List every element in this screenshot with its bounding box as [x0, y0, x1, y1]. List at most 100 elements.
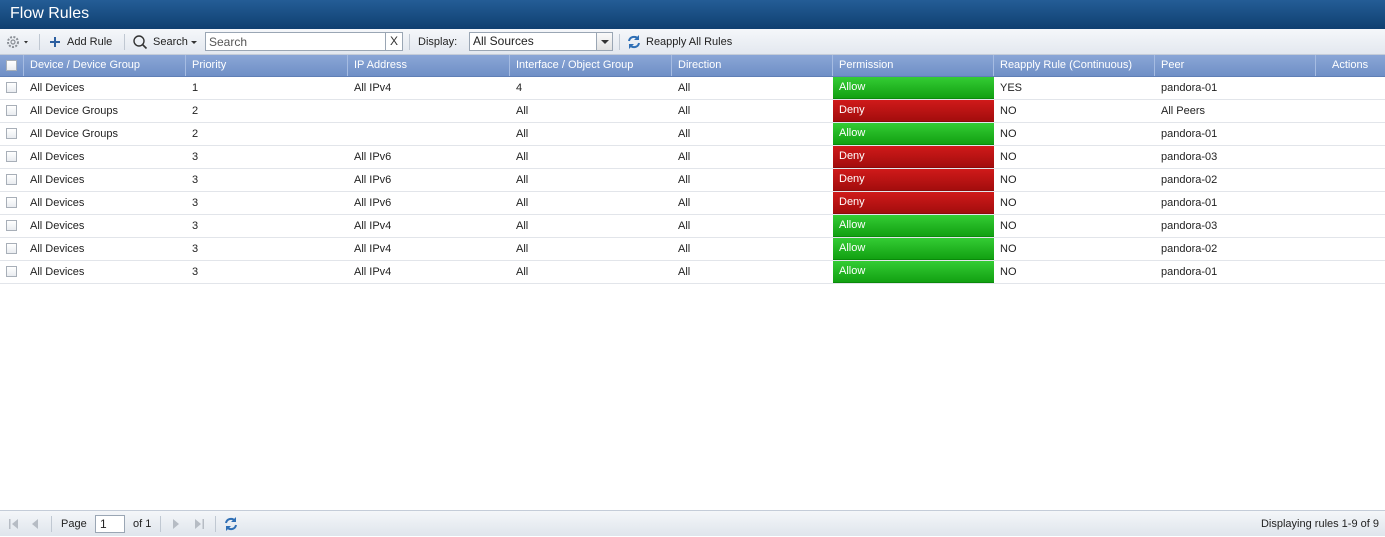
peer-cell: pandora-03 [1161, 151, 1218, 163]
table-row[interactable]: All Devices 3 All IPv4 All All Allow NO … [0, 238, 1385, 261]
column-header-interface[interactable]: Interface / Object Group [510, 55, 672, 76]
row-checkbox[interactable] [6, 174, 17, 185]
rules-table-body: All Devices 1 All IPv4 4 All Allow YES p… [0, 77, 1385, 284]
search-input[interactable] [206, 33, 392, 50]
column-header-reapply[interactable]: Reapply Rule (Continuous) [994, 55, 1155, 76]
toolbar-divider [215, 516, 216, 532]
device-cell: All Devices [30, 151, 85, 163]
direction-cell: All [678, 105, 691, 117]
ip-address-cell: All IPv6 [354, 151, 392, 163]
next-page-button[interactable] [171, 511, 181, 537]
permission-allow-badge: Allow [833, 238, 994, 260]
ip-address-cell: All IPv4 [354, 82, 392, 94]
interface-cell: 4 [516, 82, 523, 94]
peer-cell: pandora-03 [1161, 220, 1218, 232]
column-header-peer[interactable]: Peer [1155, 55, 1316, 76]
interface-cell: All [516, 197, 529, 209]
ip-address-cell: All IPv6 [354, 197, 392, 209]
table-row[interactable]: All Device Groups 2 All All Allow NO pan… [0, 123, 1385, 146]
column-header-priority[interactable]: Priority [186, 55, 348, 76]
row-checkbox[interactable] [6, 82, 17, 93]
table-header: Device / Device Group Priority IP Addres… [0, 55, 1385, 77]
column-header-direction[interactable]: Direction [672, 55, 833, 76]
ip-address-cell: All IPv4 [354, 266, 392, 278]
reapply-cell: NO [1000, 197, 1017, 209]
device-cell: All Device Groups [30, 105, 119, 117]
reapply-cell: NO [1000, 105, 1017, 117]
device-cell: All Devices [30, 174, 85, 186]
select-all-checkbox[interactable] [6, 60, 17, 71]
permission-allow-badge: Allow [833, 77, 994, 99]
row-checkbox[interactable] [6, 197, 17, 208]
direction-cell: All [678, 243, 691, 255]
row-checkbox[interactable] [6, 105, 17, 116]
first-page-icon [9, 519, 18, 529]
first-page-button[interactable] [8, 511, 20, 537]
priority-cell: 3 [192, 151, 199, 163]
table-row[interactable]: All Devices 1 All IPv4 4 All Allow YES p… [0, 77, 1385, 100]
priority-cell: 3 [192, 266, 199, 278]
last-page-button[interactable] [193, 511, 205, 537]
interface-cell: All [516, 128, 529, 140]
permission-allow-badge: Allow [833, 261, 994, 283]
reapply-all-rules-label: Reapply All Rules [646, 36, 733, 48]
permission-deny-badge: Deny [833, 169, 994, 191]
priority-cell: 3 [192, 243, 199, 255]
column-header-ip-address[interactable]: IP Address [348, 55, 510, 76]
refresh-button[interactable] [223, 511, 239, 537]
page-number-input[interactable]: 1 [95, 515, 125, 533]
pagination-toolbar: Page 1 of 1 Displaying rules 1-9 of 9 [0, 510, 1385, 536]
previous-page-icon [32, 519, 38, 529]
direction-cell: All [678, 197, 691, 209]
row-checkbox[interactable] [6, 128, 17, 139]
peer-cell: pandora-02 [1161, 174, 1218, 186]
search-clear-button[interactable]: X [385, 33, 402, 50]
table-row[interactable]: All Devices 3 All IPv6 All All Deny NO p… [0, 146, 1385, 169]
permission-deny-badge: Deny [833, 146, 994, 168]
toolbar-divider [39, 34, 40, 50]
reapply-cell: NO [1000, 266, 1017, 278]
device-cell: All Devices [30, 197, 85, 209]
add-rule-label: Add Rule [67, 36, 113, 48]
reapply-cell: NO [1000, 128, 1017, 140]
magnifier-icon [132, 29, 148, 55]
table-row[interactable]: All Devices 3 All IPv4 All All Allow NO … [0, 261, 1385, 284]
next-page-icon [173, 519, 179, 529]
peer-cell: pandora-01 [1161, 128, 1218, 140]
peer-cell: pandora-01 [1161, 82, 1218, 94]
row-checkbox[interactable] [6, 243, 17, 254]
column-header-permission[interactable]: Permission [833, 55, 994, 76]
reapply-cell: NO [1000, 151, 1017, 163]
device-cell: All Devices [30, 220, 85, 232]
interface-cell: All [516, 151, 529, 163]
interface-cell: All [516, 243, 529, 255]
previous-page-button[interactable] [30, 511, 40, 537]
toolbar-divider [51, 516, 52, 532]
row-checkbox[interactable] [6, 151, 17, 162]
peer-cell: pandora-01 [1161, 197, 1218, 209]
peer-cell: pandora-01 [1161, 266, 1218, 278]
settings-menu-button[interactable] [5, 29, 31, 55]
chevron-down-icon [191, 29, 199, 55]
ip-address-cell [348, 100, 354, 122]
permission-allow-badge: Allow [833, 123, 994, 145]
last-page-icon [195, 519, 204, 529]
table-row[interactable]: All Devices 3 All IPv6 All All Deny NO p… [0, 192, 1385, 215]
priority-cell: 2 [192, 128, 199, 140]
gear-icon [7, 36, 28, 48]
search-menu-label: Search [153, 36, 188, 48]
row-checkbox[interactable] [6, 266, 17, 277]
column-header-device[interactable]: Device / Device Group [24, 55, 186, 76]
toolbar-divider [619, 34, 620, 50]
device-cell: All Devices [30, 266, 85, 278]
interface-cell: All [516, 266, 529, 278]
row-checkbox[interactable] [6, 220, 17, 231]
table-row[interactable]: All Device Groups 2 All All Deny NO All … [0, 100, 1385, 123]
device-cell: All Device Groups [30, 128, 119, 140]
search-field: X [205, 32, 403, 51]
direction-cell: All [678, 174, 691, 186]
table-row[interactable]: All Devices 3 All IPv6 All All Deny NO p… [0, 169, 1385, 192]
pagination-status: Displaying rules 1-9 of 9 [1260, 518, 1379, 530]
table-row[interactable]: All Devices 3 All IPv4 All All Allow NO … [0, 215, 1385, 238]
display-source-select[interactable]: All Sources [469, 32, 613, 51]
